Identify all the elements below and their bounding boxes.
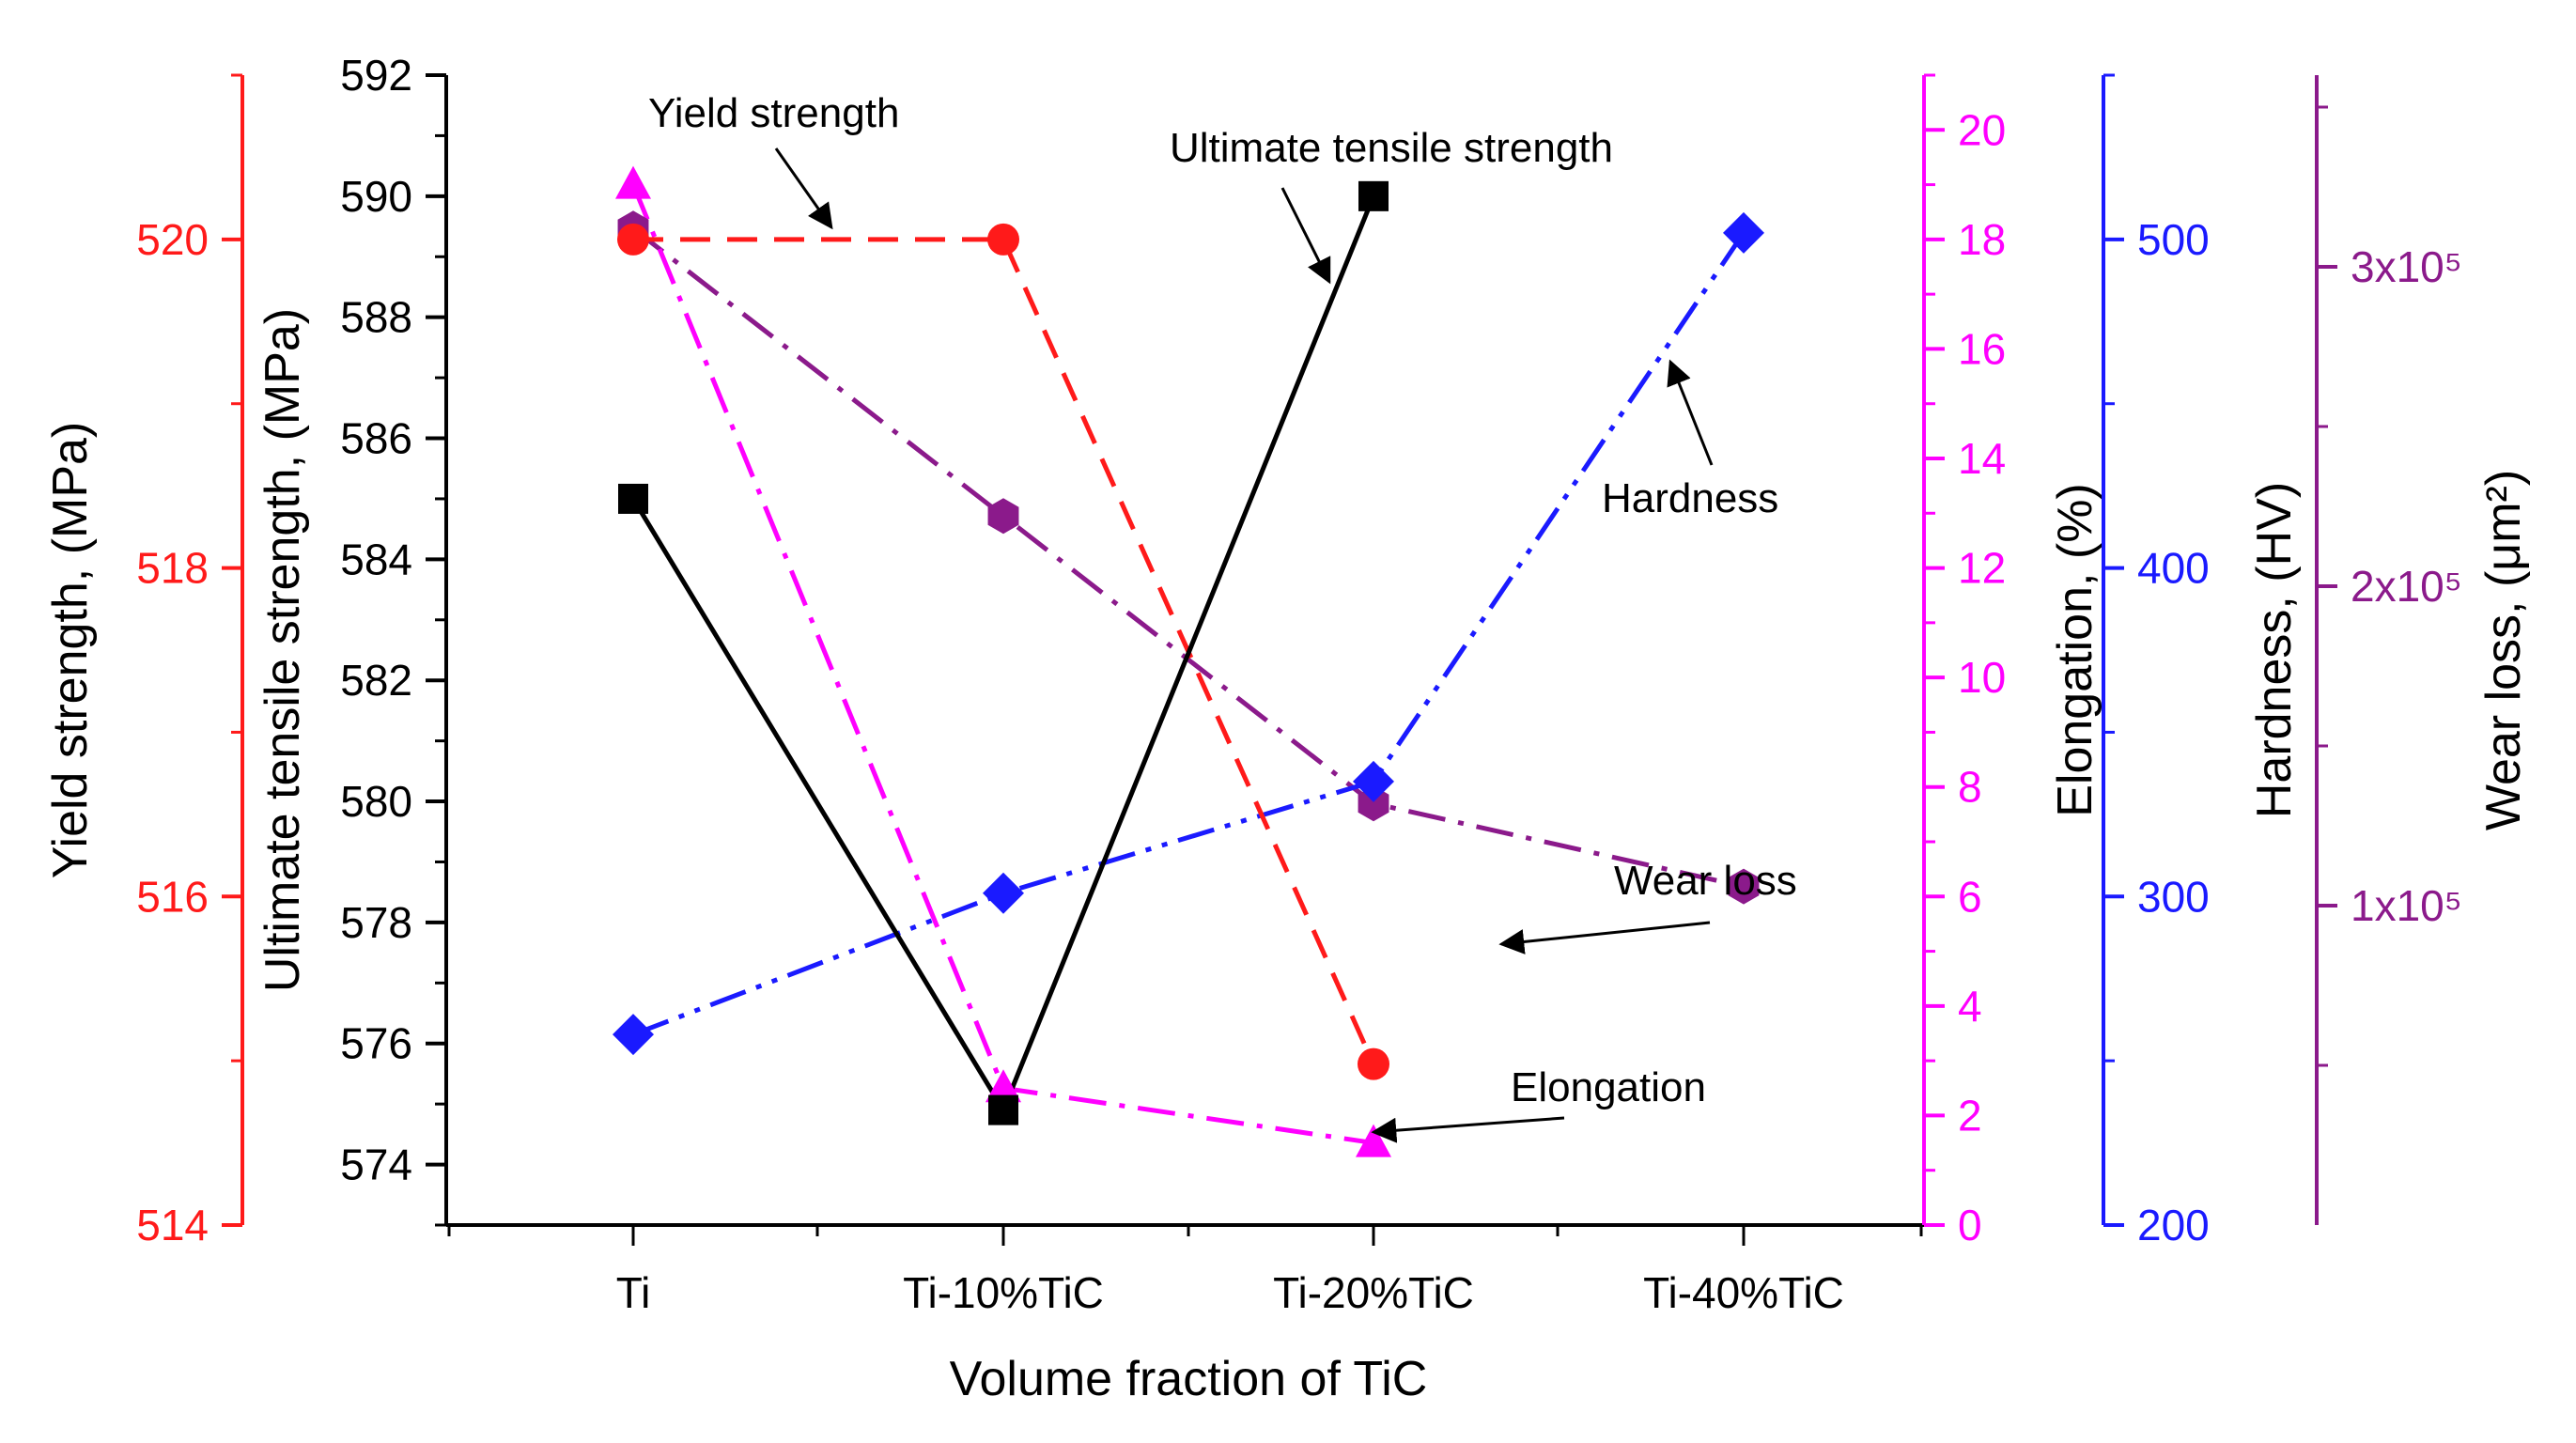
wear-tick-label: 3x10⁵: [2351, 242, 2462, 291]
uts-annotation-label: Ultimate tensile strength: [1170, 125, 1613, 171]
elongation-axis-title: Elongation, (%): [2048, 483, 2103, 817]
yield-strength-point: [987, 223, 1019, 256]
x-tick-label: Ti-40%TiC: [1643, 1268, 1844, 1317]
wear-tick-label: 1x10⁵: [2351, 881, 2462, 930]
uts-tick-label: 588: [340, 293, 412, 342]
x-tick-label: Ti-10%TiC: [903, 1268, 1104, 1317]
yield-axis-title: Yield strength, (MPa): [43, 422, 98, 878]
wear-loss-series-line: [631, 226, 1745, 890]
hardness-point: [613, 1014, 654, 1056]
yield-tick-label: 520: [136, 215, 209, 264]
elongation-tick-label: 0: [1958, 1201, 1982, 1249]
elongation-tick-label: 14: [1958, 434, 2006, 483]
hardness-tick-label: 200: [2137, 1201, 2210, 1249]
wear-loss-point: [1728, 868, 1760, 905]
series-layer: [613, 165, 1764, 1157]
yield-annotation-arrow: [774, 147, 833, 230]
elongation-tick-label: 18: [1958, 215, 2006, 264]
wear-annotation-label: Wear loss: [1614, 858, 1797, 904]
uts-tick-label: 580: [340, 777, 412, 826]
ultimate-tensile-strength-point: [618, 483, 648, 514]
hardness-axis-title: Hardness, (HV): [2247, 482, 2302, 818]
elongation-tick-label: 8: [1958, 763, 1982, 812]
hardness-point: [983, 872, 1024, 914]
hardness-tick-label: 500: [2137, 215, 2210, 264]
uts-tick-label: 574: [340, 1140, 412, 1189]
elongation-tick-label: 20: [1958, 105, 2006, 154]
hardness-series-line: [632, 231, 1746, 1037]
uts-tick-label: 582: [340, 656, 412, 705]
elongation-tick-label: 2: [1958, 1091, 1982, 1140]
uts-axis-title: Ultimate tensile strength, (MPa): [256, 308, 310, 992]
hardness-point: [1353, 760, 1394, 802]
wear-loss-point: [1358, 785, 1389, 822]
annotations-layer: Yield strength Ultimate tensile strength H…: [648, 90, 1797, 1143]
x-tick-label: Ti: [616, 1268, 651, 1317]
elongation-tick-label: 12: [1958, 544, 2006, 593]
yield-annotation-label: Yield strength: [648, 90, 899, 136]
ultimate-tensile-strength-point: [1358, 180, 1389, 211]
uts-tick-label: 576: [340, 1019, 412, 1068]
elongation-tick-label: 10: [1958, 653, 2006, 702]
yield-tick-label: 518: [136, 544, 209, 593]
wear-axis-title: Wear loss, (μm²): [2476, 470, 2531, 830]
hardness-tick-label: 400: [2137, 544, 2210, 593]
yield-tick-label: 514: [136, 1201, 209, 1249]
hardness-tick-label: 300: [2137, 872, 2210, 921]
yield-tick-label: 516: [136, 872, 209, 921]
elongation-tick-label: 6: [1958, 872, 1982, 921]
hardness-annotation-label: Hardness: [1602, 475, 1778, 521]
wear-annotation-arrow: [1498, 921, 1711, 954]
uts-tick-label: 590: [340, 172, 412, 221]
uts-tick-label: 578: [340, 898, 412, 947]
hardness-point: [1723, 211, 1764, 254]
wear-loss-point: [987, 498, 1019, 535]
elongation-tick-label: 16: [1958, 324, 2006, 373]
elongation-point: [985, 1069, 1021, 1103]
ultimate-tensile-strength-point: [988, 1094, 1018, 1125]
uts-annotation-arrow: [1280, 187, 1331, 285]
yield-strength-series-line: [633, 237, 1376, 1065]
uts-tick-label: 584: [340, 535, 412, 583]
x-axis-title: Volume fraction of TiC: [950, 1352, 1428, 1406]
elong-annotation-label: Elongation: [1511, 1064, 1706, 1110]
yield-strength-point: [1358, 1047, 1389, 1080]
elong-annotation-arrow: [1371, 1116, 1565, 1143]
axes-layer: Ti Ti-10%TiC Ti-20%TiC Ti-40%TiC Volume frac…: [43, 51, 2531, 1406]
elongation-tick-label: 4: [1958, 982, 1982, 1031]
x-tick-label: Ti-20%TiC: [1273, 1268, 1474, 1317]
hardness-annotation-arrow: [1667, 359, 1714, 466]
uts-tick-label: 592: [340, 51, 412, 100]
yield-strength-point: [617, 223, 649, 256]
uts-tick-label: 586: [340, 414, 412, 463]
elongation-point: [615, 165, 651, 199]
wear-tick-label: 2x10⁵: [2351, 562, 2462, 611]
